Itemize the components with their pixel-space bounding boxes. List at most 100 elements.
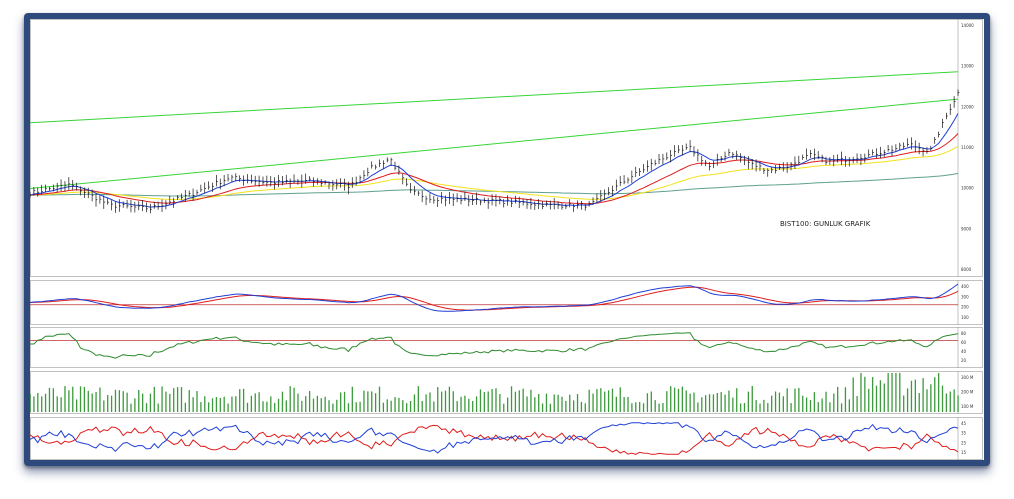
- volume-bar: [600, 388, 602, 412]
- volume-bar: [285, 400, 287, 412]
- volume-bar: [930, 384, 932, 412]
- volume-bar: [145, 403, 148, 412]
- volume-bar: [767, 403, 769, 412]
- volume-bar: [565, 400, 567, 412]
- y-tick-label: 40: [961, 349, 967, 354]
- volume-bar: [650, 391, 652, 412]
- panel-border: [30, 327, 983, 368]
- ma-red-line: [30, 133, 959, 205]
- volume-bar: [235, 396, 237, 412]
- volume-bar: [308, 391, 311, 412]
- volume-bar: [390, 400, 392, 412]
- volume-bar: [479, 389, 482, 412]
- volume-bar: [270, 396, 272, 412]
- macd-signal-line: [30, 286, 959, 311]
- volume-bar: [829, 402, 831, 412]
- volume-bar: [918, 393, 920, 412]
- volume-bar: [169, 393, 171, 412]
- trendline-lower: [30, 98, 959, 190]
- y-tick-label: 10000: [961, 186, 974, 191]
- volume-bar: [693, 392, 695, 412]
- volume-bar: [642, 403, 645, 412]
- volume-bar: [856, 396, 858, 412]
- volume-bar: [110, 395, 113, 412]
- volume-bar: [44, 393, 47, 412]
- volume-bar: [875, 385, 878, 412]
- volume-bar: [417, 386, 419, 412]
- volume-bar: [118, 390, 121, 412]
- macd-panel: 400 300 200 100: [30, 280, 983, 325]
- volume-bar: [355, 402, 357, 412]
- volume-bar: [347, 403, 350, 412]
- volume-bar: [759, 403, 761, 412]
- volume-bar: [413, 394, 416, 412]
- volume-bar: [402, 400, 404, 412]
- volume-bar: [926, 389, 928, 412]
- volume-bar: [336, 399, 338, 412]
- volume-bar: [840, 403, 843, 412]
- volume-bar: [576, 394, 579, 412]
- volume-bar: [736, 388, 738, 412]
- volume-bar: [611, 388, 614, 412]
- volume-bar: [953, 389, 955, 412]
- volume-bar: [510, 386, 513, 412]
- volume-bar: [503, 403, 505, 412]
- volume-bar: [277, 398, 280, 412]
- volume-bar: [623, 396, 625, 412]
- volume-bar: [786, 388, 788, 412]
- rsi-line: [30, 332, 959, 359]
- volume-bar: [398, 397, 400, 412]
- volume-bar: [188, 390, 190, 412]
- y-tick-label: 300 M: [961, 375, 974, 380]
- volume-bar: [868, 388, 870, 412]
- volume-bar: [922, 378, 924, 412]
- volume-bar: [250, 395, 253, 412]
- trendline-upper: [30, 71, 959, 124]
- volume-bar: [72, 386, 74, 412]
- volume-bar: [724, 394, 726, 412]
- volume-bar: [809, 400, 812, 412]
- y-tick-label: 45: [961, 421, 967, 426]
- volume-bar: [409, 400, 412, 412]
- volume-bar: [452, 391, 454, 412]
- volume-bar: [732, 397, 734, 412]
- volume-bar: [538, 394, 540, 412]
- dmi-plus-line: [30, 422, 959, 454]
- volume-bar: [444, 390, 447, 412]
- volume-bar: [472, 401, 474, 412]
- volume-bar: [495, 388, 497, 412]
- volume-bar: [122, 391, 124, 412]
- volume-bar: [382, 402, 385, 412]
- volume-bar: [281, 391, 284, 412]
- volume-bar: [701, 397, 703, 412]
- volume-bar: [149, 393, 152, 412]
- volume-bar: [763, 399, 765, 412]
- volume-bar: [425, 394, 427, 412]
- volume-bar: [739, 403, 742, 412]
- volume-bar: [437, 387, 439, 412]
- y-tick-label: 200: [961, 305, 969, 310]
- volume-bar: [720, 392, 722, 412]
- y-tick-label: 300: [961, 294, 969, 299]
- volume-bar: [887, 373, 889, 412]
- volume-bar: [301, 400, 303, 412]
- volume-bar: [305, 396, 307, 412]
- volume-bar: [130, 403, 132, 412]
- volume-bar: [685, 390, 687, 412]
- volume-bar: [798, 387, 800, 412]
- y-tick-label: 14000: [961, 23, 974, 28]
- volume-bar: [142, 393, 144, 412]
- volume-bar: [910, 380, 913, 412]
- volume-bar: [289, 386, 291, 412]
- volume-bar: [262, 401, 264, 412]
- volume-bar: [126, 392, 128, 412]
- volume-bar: [242, 388, 245, 412]
- volume-bar: [557, 394, 559, 412]
- volume-bar: [592, 393, 594, 412]
- volume-bar: [934, 377, 936, 412]
- volume-bar: [662, 402, 664, 412]
- volume-bar: [460, 396, 462, 412]
- volume-bar: [844, 387, 847, 412]
- volume-bar: [351, 386, 353, 412]
- volume-bar: [293, 387, 295, 412]
